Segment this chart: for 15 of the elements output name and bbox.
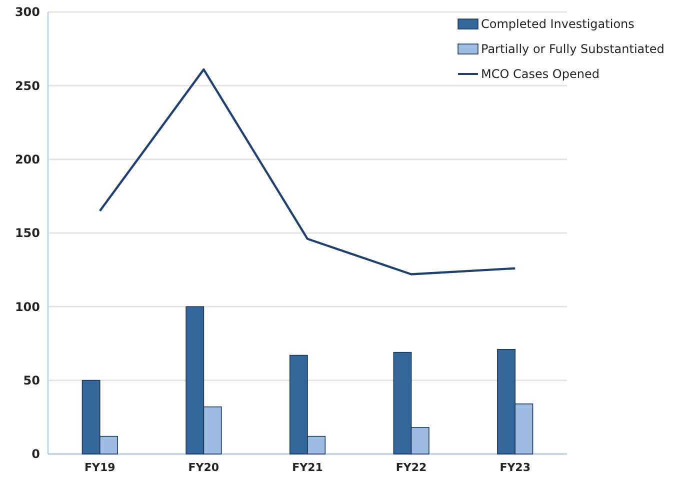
y-tick-label: 0 xyxy=(32,447,40,462)
y-tick-label: 50 xyxy=(23,374,40,388)
x-tick-label: FY19 xyxy=(84,461,116,474)
x-tick-label: FY23 xyxy=(500,461,530,474)
y-tick-label: 250 xyxy=(14,78,40,93)
x-tick-label: FY22 xyxy=(396,461,427,474)
y-tick-label: 300 xyxy=(14,5,40,20)
y-tick-label: 100 xyxy=(14,300,40,314)
y-tick-label: 200 xyxy=(14,152,40,167)
x-tick-label: FY21 xyxy=(292,461,323,474)
legend-label: MCO Cases Opened xyxy=(481,67,600,82)
legend-label: Completed Investigations xyxy=(481,17,634,32)
y-tick-label: 150 xyxy=(14,226,40,240)
legend-label: Partially or Fully Substantiated xyxy=(481,42,664,56)
x-tick-label: FY20 xyxy=(188,461,220,474)
